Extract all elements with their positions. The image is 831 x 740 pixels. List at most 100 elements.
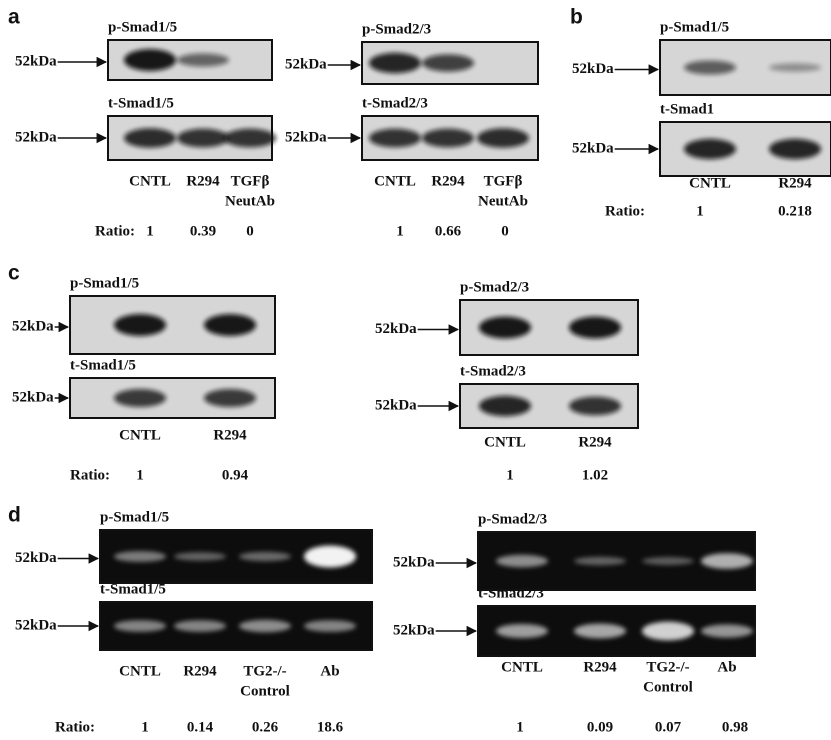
blot-title: t-Smad1/5 — [70, 357, 136, 373]
blot-title: t-Smad1/5 — [100, 581, 166, 597]
blot-title: p-Smad1/5 — [660, 19, 729, 35]
band — [204, 314, 256, 336]
ratio-value: 0.14 — [187, 719, 214, 735]
band — [177, 129, 229, 148]
marker-label: 52kDa — [12, 318, 54, 334]
lane-label: NeutAb — [225, 193, 275, 209]
band — [114, 551, 166, 562]
lane-label: NeutAb — [478, 193, 528, 209]
blot-title: p-Smad1/5 — [108, 19, 177, 35]
marker-label: 52kDa — [15, 550, 57, 566]
blot-title: t-Smad2/3 — [362, 95, 428, 111]
band — [174, 552, 226, 560]
ratio-value: 1 — [396, 223, 404, 239]
lane-label: Control — [643, 679, 693, 695]
band — [642, 557, 694, 565]
panel-label: c — [8, 262, 20, 285]
band — [701, 553, 753, 569]
band — [574, 624, 626, 639]
ratio-label: Ratio: — [70, 467, 110, 483]
band — [479, 317, 531, 339]
band — [304, 546, 356, 568]
marker-label: 52kDa — [285, 129, 327, 145]
band — [224, 129, 276, 148]
ratio-value: 0.07 — [655, 719, 682, 735]
marker-label: 52kDa — [375, 321, 417, 337]
blot-title: p-Smad2/3 — [478, 511, 547, 527]
lane-label: CNTL — [501, 659, 543, 675]
marker-label: 52kDa — [12, 389, 54, 405]
ratio-value: 0.98 — [722, 719, 748, 735]
band — [177, 53, 229, 66]
panel-label: a — [8, 6, 20, 29]
lane-label: TGFβ — [231, 173, 270, 189]
lane-label: TGFβ — [484, 173, 523, 189]
band — [684, 61, 736, 75]
blot-title: p-Smad2/3 — [460, 279, 529, 295]
blot-title: t-Smad2/3 — [460, 363, 526, 379]
marker-label: 52kDa — [572, 61, 614, 77]
ratio-value: 0 — [246, 223, 254, 239]
band — [701, 624, 753, 637]
blot-title: t-Smad2/3 — [478, 585, 544, 601]
ratio-value: 1 — [141, 719, 149, 735]
band — [684, 139, 736, 159]
marker-label: 52kDa — [15, 617, 57, 633]
lane-label: TG2-/- — [646, 659, 689, 675]
lane-label: R294 — [213, 427, 247, 443]
band — [114, 314, 166, 336]
ratio-value: 0.94 — [222, 467, 249, 483]
band — [304, 620, 356, 632]
lane-label: CNTL — [119, 663, 161, 679]
marker-label: 52kDa — [15, 53, 57, 69]
blot-title: t-Smad1 — [660, 101, 714, 117]
lane-label: Ab — [717, 659, 736, 675]
panel-label: d — [8, 504, 21, 527]
band — [422, 54, 474, 71]
ratio-value: 1 — [136, 467, 144, 483]
ratio-label: Ratio: — [55, 719, 95, 735]
band — [569, 317, 621, 339]
figure: a p-Smad1/5 52kDa t-Smad1/5 52kDa CNTL R294 TGF… — [0, 0, 831, 740]
band — [369, 53, 421, 73]
marker-label: 52kDa — [15, 129, 57, 145]
band — [114, 389, 166, 407]
ratio-value: 1.02 — [582, 467, 608, 483]
lane-label: Ab — [320, 663, 339, 679]
lane-label: R294 — [583, 659, 617, 675]
band — [369, 129, 421, 148]
lane-label: R294 — [778, 175, 812, 191]
band — [124, 128, 176, 148]
ratio-value: 0.09 — [587, 719, 613, 735]
marker-label: 52kDa — [285, 56, 327, 72]
ratio-value: 1 — [506, 467, 514, 483]
ratio-value: 0.39 — [190, 223, 216, 239]
band — [569, 397, 621, 416]
blot-title: p-Smad1/5 — [70, 275, 139, 291]
lane-label: CNTL — [374, 173, 416, 189]
marker-label: 52kDa — [375, 397, 417, 413]
ratio-value: 0.66 — [435, 223, 462, 239]
band — [479, 396, 531, 416]
band — [174, 620, 226, 632]
ratio-value: 0.26 — [252, 719, 279, 735]
marker-label: 52kDa — [393, 622, 435, 638]
band — [422, 129, 474, 148]
blot-title: p-Smad2/3 — [362, 21, 431, 37]
lane-label: CNTL — [689, 175, 731, 191]
lane-label: Control — [240, 683, 290, 699]
ratio-value: 18.6 — [317, 719, 344, 735]
band — [496, 624, 548, 638]
ratio-value: 0 — [501, 223, 509, 239]
lane-label: CNTL — [119, 427, 161, 443]
band — [496, 555, 548, 567]
band — [239, 620, 291, 632]
ratio-value: 0.218 — [778, 203, 812, 219]
band — [642, 622, 694, 641]
blot-title: p-Smad1/5 — [100, 509, 169, 525]
band — [769, 139, 821, 159]
ratio-label: Ratio: — [95, 223, 135, 239]
ratio-value: 1 — [696, 203, 704, 219]
panel-label: b — [570, 6, 583, 29]
marker-label: 52kDa — [393, 554, 435, 570]
